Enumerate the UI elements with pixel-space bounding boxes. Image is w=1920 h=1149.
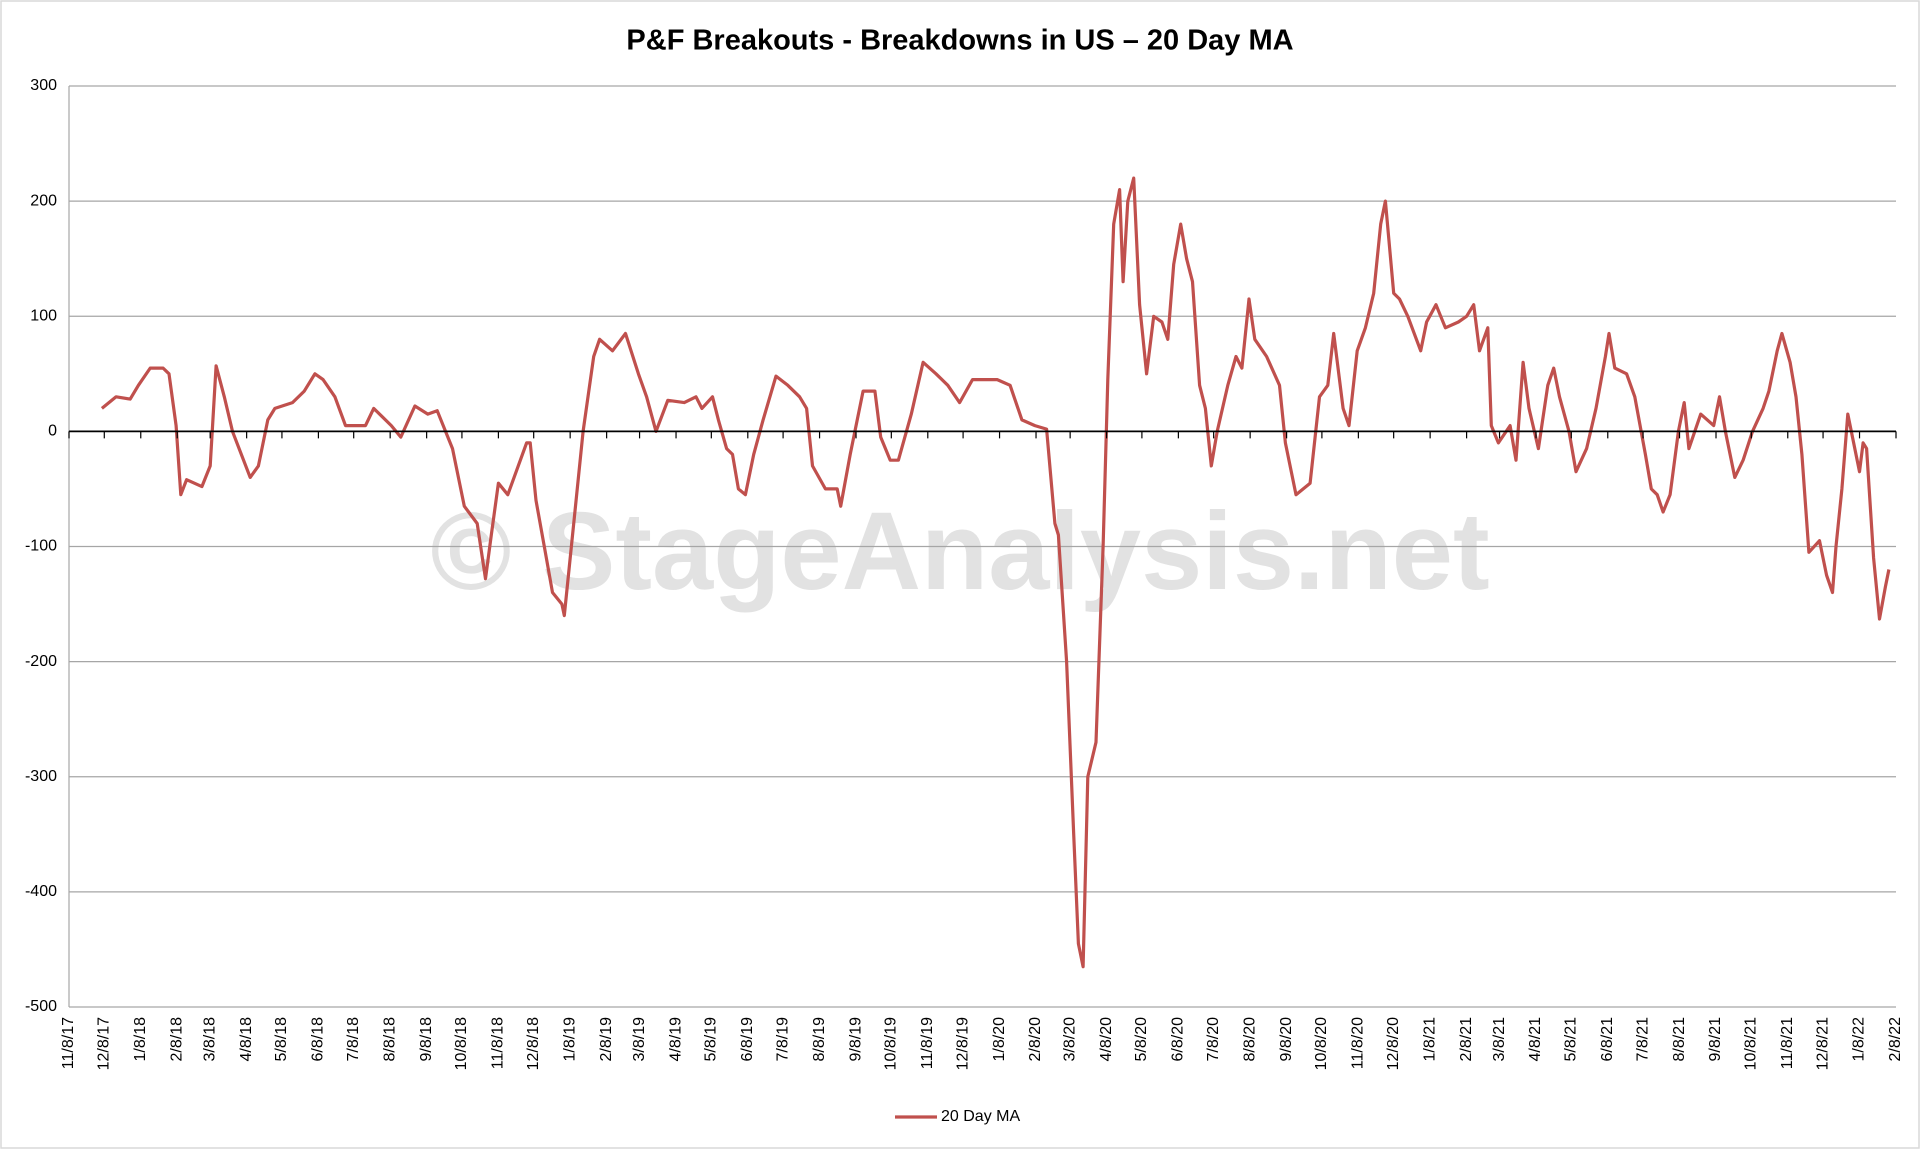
plot (100, 176, 1891, 969)
x-tick-label: 1/8/19 (561, 1017, 578, 1062)
x-tick-label: 1/8/18 (132, 1017, 149, 1062)
x-tick-label: 3/8/20 (1061, 1017, 1078, 1062)
x-tick-label: 1/8/20 (991, 1017, 1008, 1062)
x-tick-label: 3/8/19 (631, 1017, 648, 1062)
y-tick-label: 100 (30, 307, 57, 324)
x-tick-label: 12/8/20 (1385, 1017, 1402, 1070)
x-tick-label: 4/8/19 (667, 1017, 684, 1062)
data-line (100, 176, 1891, 969)
x-tick-label: 11/8/21 (1779, 1017, 1796, 1069)
x-tick-label: 2/8/19 (598, 1017, 615, 1062)
x-tick-label: 12/8/19 (954, 1017, 971, 1070)
x-tick-label: 1/8/22 (1851, 1017, 1868, 1062)
x-tick-label: 4/8/20 (1098, 1017, 1115, 1062)
x-tick-label: 9/8/21 (1707, 1017, 1724, 1062)
x-tick-label: 9/8/19 (847, 1017, 864, 1062)
x-tick-label: 12/8/21 (1814, 1017, 1831, 1070)
x-tick-label: 10/8/19 (883, 1017, 900, 1070)
y-tick-label: -300 (25, 768, 57, 785)
x-tick-label: 12/8/17 (96, 1017, 113, 1070)
x-tick-label: 11/8/20 (1350, 1017, 1367, 1069)
x-tick-label: 11/8/19 (919, 1017, 936, 1069)
x-tick-label: 8/8/21 (1671, 1017, 1688, 1062)
x-tick-label: 10/8/21 (1743, 1017, 1760, 1070)
x-tick-label: 7/8/19 (774, 1017, 791, 1062)
x-tick-label: 11/8/18 (490, 1017, 507, 1069)
legend-label: 20 Day MA (941, 1108, 1020, 1125)
x-tick-label: 5/8/21 (1563, 1017, 1580, 1062)
x-tick-label: 2/8/20 (1027, 1017, 1044, 1062)
y-tick-label: -200 (25, 653, 57, 670)
x-tick-label: 2/8/21 (1458, 1017, 1475, 1062)
x-tick-label: 9/8/20 (1278, 1017, 1295, 1062)
x-tick-label: 5/8/18 (273, 1017, 290, 1062)
x-tick-label: 1/8/21 (1421, 1017, 1438, 1062)
x-tick-label: 3/8/18 (201, 1017, 218, 1062)
x-tick-label: 6/8/18 (310, 1017, 327, 1062)
x-tick-label: 10/8/18 (453, 1017, 470, 1070)
x-tick-label: 4/8/21 (1527, 1017, 1544, 1062)
x-tick-label: 4/8/18 (238, 1017, 255, 1062)
x-tick-label: 6/8/19 (739, 1017, 756, 1062)
grid (69, 85, 1896, 1008)
x-tick-label: 3/8/21 (1491, 1017, 1508, 1062)
x-tick-label: 6/8/20 (1170, 1017, 1187, 1062)
y-tick-label: 300 (30, 77, 57, 94)
x-tick-label: 8/8/19 (811, 1017, 828, 1062)
x-tick-label: 5/8/20 (1133, 1017, 1150, 1062)
legend: 20 Day MA (895, 1108, 1020, 1125)
y-tick-label: 200 (30, 192, 57, 209)
chart-title: P&F Breakouts - Breakdowns in US – 20 Da… (626, 25, 1293, 57)
x-tick-label: 8/8/18 (381, 1017, 398, 1062)
x-tick-label: 7/8/21 (1634, 1017, 1651, 1062)
x-tick-label: 5/8/19 (703, 1017, 720, 1062)
x-tick-label: 7/8/18 (345, 1017, 362, 1062)
y-tick-label: 0 (48, 423, 57, 440)
x-tick-label: 9/8/18 (418, 1017, 435, 1062)
x-tick-label: 8/8/20 (1241, 1017, 1258, 1062)
x-tick-label: 10/8/20 (1313, 1017, 1330, 1070)
x-tick-label: 6/8/21 (1599, 1017, 1616, 1062)
watermark: © StageAnalysis.net (430, 490, 1489, 613)
x-tick-label: 12/8/18 (525, 1017, 542, 1070)
y-tick-label: -400 (25, 883, 57, 900)
y-tick-label: -500 (25, 998, 57, 1015)
y-tick-label: -100 (25, 538, 57, 555)
x-tick-label: 2/8/18 (168, 1017, 185, 1062)
x-tick-label: 7/8/20 (1205, 1017, 1222, 1062)
x-tick-label: 2/8/22 (1887, 1017, 1904, 1062)
x-tick-label: 11/8/17 (60, 1017, 77, 1069)
